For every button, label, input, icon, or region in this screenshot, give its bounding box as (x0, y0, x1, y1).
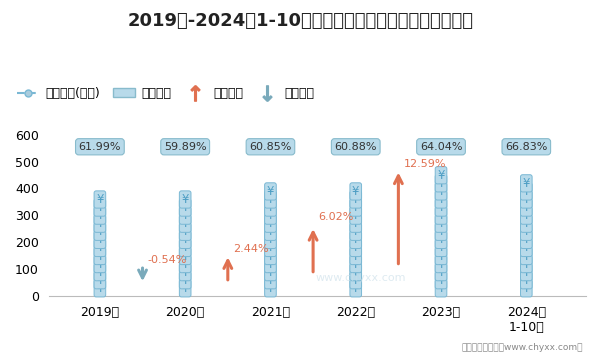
Text: ¥: ¥ (523, 258, 530, 271)
Text: ¥: ¥ (96, 234, 103, 246)
Text: ¥: ¥ (438, 217, 445, 230)
Text: ¥: ¥ (182, 274, 189, 287)
Text: ¥: ¥ (438, 201, 445, 214)
Text: ¥: ¥ (96, 266, 103, 279)
Text: ¥: ¥ (523, 177, 530, 190)
Text: ¥: ¥ (96, 282, 103, 295)
Text: ¥: ¥ (438, 250, 445, 262)
Text: 60.85%: 60.85% (249, 142, 291, 152)
Text: ¥: ¥ (523, 250, 530, 262)
Text: ¥: ¥ (267, 258, 274, 271)
Text: ¥: ¥ (96, 193, 103, 206)
Text: ¥: ¥ (438, 177, 445, 190)
Text: ¥: ¥ (438, 282, 445, 295)
Text: ¥: ¥ (352, 266, 359, 279)
Text: ¥: ¥ (182, 250, 189, 262)
Text: ¥: ¥ (523, 209, 530, 222)
Text: ¥: ¥ (352, 217, 359, 230)
Text: ¥: ¥ (267, 209, 274, 222)
Text: ¥: ¥ (267, 274, 274, 287)
Text: ¥: ¥ (182, 234, 189, 246)
Text: 制图：智研咨询（www.chyxx.com）: 制图：智研咨询（www.chyxx.com） (462, 344, 583, 352)
Text: ¥: ¥ (96, 258, 103, 271)
Text: ¥: ¥ (267, 241, 274, 255)
Text: ¥: ¥ (438, 234, 445, 246)
Text: 61.99%: 61.99% (79, 142, 121, 152)
Text: ¥: ¥ (523, 241, 530, 255)
Text: ¥: ¥ (438, 274, 445, 287)
Text: ¥: ¥ (438, 266, 445, 279)
Text: ¥: ¥ (523, 274, 530, 287)
Text: ¥: ¥ (438, 169, 445, 182)
Text: ¥: ¥ (267, 201, 274, 214)
Text: ¥: ¥ (182, 241, 189, 255)
Text: ¥: ¥ (182, 201, 189, 214)
Text: 2019年-2024年1-10月大连市累计原保险保费收入统计图: 2019年-2024年1-10月大连市累计原保险保费收入统计图 (127, 12, 474, 31)
Text: 12.59%: 12.59% (403, 159, 446, 169)
Text: ¥: ¥ (438, 209, 445, 222)
Legend: 累计保费(亿元), 寿险占比, 同比增加, 同比减少: 累计保费(亿元), 寿险占比, 同比增加, 同比减少 (12, 82, 319, 105)
Text: ¥: ¥ (523, 201, 530, 214)
Text: ¥: ¥ (267, 250, 274, 262)
Text: ¥: ¥ (352, 282, 359, 295)
Text: ¥: ¥ (96, 274, 103, 287)
Text: ¥: ¥ (96, 217, 103, 230)
Text: ¥: ¥ (267, 217, 274, 230)
Text: ¥: ¥ (182, 209, 189, 222)
Text: ¥: ¥ (523, 266, 530, 279)
Text: -0.54%: -0.54% (148, 255, 187, 265)
Text: ¥: ¥ (267, 282, 274, 295)
Text: ¥: ¥ (352, 209, 359, 222)
Text: ¥: ¥ (352, 258, 359, 271)
Text: ¥: ¥ (352, 250, 359, 262)
Text: ¥: ¥ (182, 193, 189, 206)
Text: ¥: ¥ (352, 241, 359, 255)
Text: ¥: ¥ (267, 266, 274, 279)
Text: ¥: ¥ (182, 225, 189, 238)
Text: ¥: ¥ (523, 225, 530, 238)
Text: ¥: ¥ (438, 258, 445, 271)
Text: 66.83%: 66.83% (505, 142, 548, 152)
Text: ¥: ¥ (438, 185, 445, 198)
Text: ¥: ¥ (438, 193, 445, 206)
Text: ¥: ¥ (267, 234, 274, 246)
Text: ¥: ¥ (267, 193, 274, 206)
Text: 60.88%: 60.88% (335, 142, 377, 152)
Text: ¥: ¥ (96, 225, 103, 238)
Text: ¥: ¥ (438, 225, 445, 238)
Text: ¥: ¥ (352, 225, 359, 238)
Text: 64.04%: 64.04% (419, 142, 462, 152)
Text: ¥: ¥ (96, 201, 103, 214)
Text: ¥: ¥ (352, 185, 359, 198)
Text: ¥: ¥ (96, 209, 103, 222)
Text: ¥: ¥ (523, 217, 530, 230)
Text: ¥: ¥ (182, 266, 189, 279)
Text: ¥: ¥ (96, 241, 103, 255)
Text: ¥: ¥ (96, 250, 103, 262)
Text: ¥: ¥ (182, 217, 189, 230)
Text: ¥: ¥ (523, 193, 530, 206)
Text: www.chyxx.com: www.chyxx.com (316, 273, 406, 283)
Text: 6.02%: 6.02% (318, 212, 353, 222)
Text: 2.44%: 2.44% (233, 244, 269, 254)
Text: ¥: ¥ (523, 282, 530, 295)
Text: ¥: ¥ (267, 225, 274, 238)
Text: ¥: ¥ (352, 274, 359, 287)
Text: ¥: ¥ (438, 241, 445, 255)
Text: ¥: ¥ (182, 258, 189, 271)
Text: ¥: ¥ (267, 185, 274, 198)
Text: ¥: ¥ (352, 193, 359, 206)
Text: ¥: ¥ (352, 234, 359, 246)
Text: 59.89%: 59.89% (164, 142, 207, 152)
Text: ¥: ¥ (182, 282, 189, 295)
Text: ¥: ¥ (523, 185, 530, 198)
Text: ¥: ¥ (523, 234, 530, 246)
Text: ¥: ¥ (352, 201, 359, 214)
